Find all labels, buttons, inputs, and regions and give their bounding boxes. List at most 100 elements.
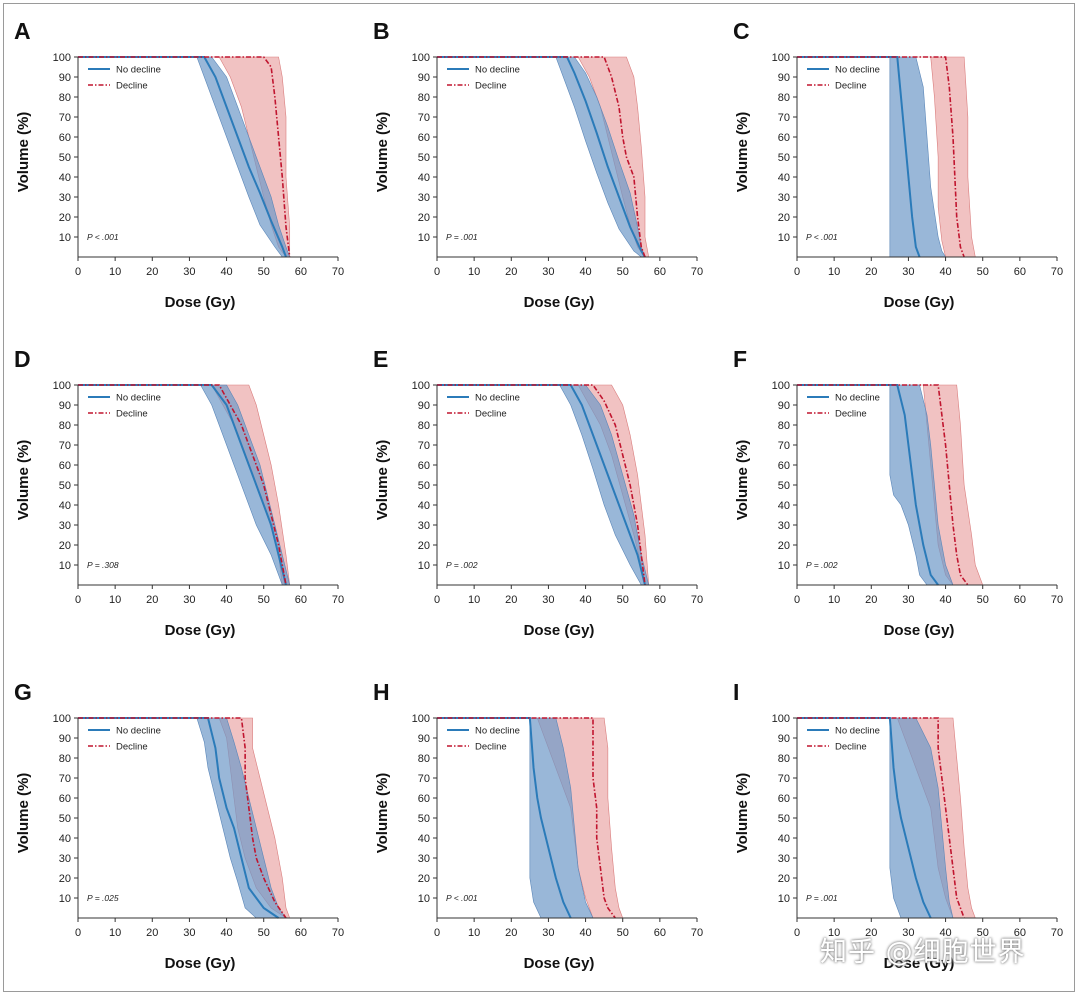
panel-c: C 10 20 30 40 50 60 70 80 90 100 0 10 20 30 40 50 60 70 Dos…: [733, 18, 1063, 311]
y-tick-label: 40: [418, 172, 430, 184]
y-tick-label: 30: [59, 192, 71, 204]
panel-letter: B: [373, 18, 390, 44]
x-tick-label: 70: [1051, 266, 1063, 278]
no-decline-median-line: [78, 56, 287, 258]
x-axis-title: Dose (Gy): [524, 294, 595, 311]
legend-label-no-decline: No decline: [835, 726, 880, 737]
y-tick-label: 100: [412, 380, 430, 392]
no-decline-band: [797, 717, 954, 919]
decline-median-line: [797, 384, 969, 586]
p-value-label: P = .308: [87, 560, 119, 570]
x-tick-label: 10: [828, 266, 840, 278]
y-tick-label: 90: [418, 400, 430, 412]
x-tick-label: 30: [542, 594, 554, 606]
y-tick-label: 70: [59, 773, 71, 785]
y-tick-label: 90: [418, 72, 430, 84]
no-decline-median-line: [437, 717, 572, 919]
x-tick-label: 10: [109, 266, 121, 278]
y-tick-label: 80: [418, 420, 430, 432]
no-decline-median-line: [797, 56, 921, 258]
x-tick-label: 30: [542, 927, 554, 939]
x-tick-label: 40: [220, 266, 232, 278]
no-decline-band: [797, 56, 947, 258]
p-value-label: P = .025: [87, 893, 119, 903]
x-tick-label: 10: [109, 594, 121, 606]
decline-median-line: [437, 717, 616, 919]
legend-label-no-decline: No decline: [116, 65, 161, 76]
y-tick-label: 70: [418, 440, 430, 452]
x-tick-label: 50: [617, 927, 629, 939]
x-tick-label: 50: [977, 594, 989, 606]
p-value-label: P < .001: [806, 232, 838, 242]
x-tick-label: 60: [1014, 266, 1026, 278]
y-tick-label: 90: [59, 72, 71, 84]
y-tick-label: 90: [418, 733, 430, 745]
p-value-label: P = .001: [806, 893, 838, 903]
p-value-label: P = .001: [446, 232, 478, 242]
y-tick-label: 30: [418, 520, 430, 532]
y-tick-label: 60: [778, 132, 790, 144]
y-tick-label: 40: [59, 833, 71, 845]
y-tick-label: 20: [778, 540, 790, 552]
y-tick-label: 50: [59, 152, 71, 164]
decline-median-line: [437, 384, 646, 586]
panel-letter: H: [373, 679, 390, 705]
x-tick-label: 0: [75, 266, 81, 278]
x-tick-label: 60: [295, 594, 307, 606]
x-tick-label: 10: [109, 927, 121, 939]
y-tick-label: 10: [59, 232, 71, 244]
y-tick-label: 30: [59, 520, 71, 532]
y-tick-label: 20: [59, 873, 71, 885]
legend-label-decline: Decline: [835, 409, 867, 420]
x-tick-label: 40: [579, 927, 591, 939]
legend-label-decline: Decline: [475, 81, 507, 92]
x-tick-label: 50: [258, 594, 270, 606]
y-tick-label: 30: [418, 853, 430, 865]
y-tick-label: 10: [59, 560, 71, 572]
y-axis-title: Volume (%): [15, 440, 32, 521]
y-tick-label: 40: [778, 172, 790, 184]
y-tick-label: 50: [778, 480, 790, 492]
y-tick-label: 70: [778, 112, 790, 124]
x-tick-label: 40: [939, 594, 951, 606]
y-tick-label: 100: [412, 52, 430, 64]
decline-median-line: [78, 717, 287, 919]
y-tick-label: 40: [59, 172, 71, 184]
y-tick-label: 20: [778, 212, 790, 224]
panel-letter: F: [733, 346, 747, 372]
x-tick-label: 40: [939, 927, 951, 939]
y-axis-title: Volume (%): [734, 773, 751, 854]
legend-label-no-decline: No decline: [116, 393, 161, 404]
x-tick-label: 0: [434, 266, 440, 278]
x-tick-label: 40: [579, 594, 591, 606]
y-tick-label: 50: [418, 480, 430, 492]
y-tick-label: 70: [778, 773, 790, 785]
panel-letter: A: [14, 18, 31, 44]
x-tick-label: 50: [977, 927, 989, 939]
x-tick-label: 0: [434, 594, 440, 606]
x-tick-label: 30: [542, 266, 554, 278]
y-tick-label: 100: [53, 380, 71, 392]
y-tick-label: 70: [418, 112, 430, 124]
y-tick-label: 80: [59, 92, 71, 104]
panel-d: D 10 20 30 40 50 60 70 80 90 100 0 10 20 30 40 50 60 70 Dos…: [14, 346, 344, 639]
y-tick-label: 50: [778, 813, 790, 825]
y-tick-label: 10: [59, 893, 71, 905]
x-tick-label: 20: [505, 927, 517, 939]
x-axis-title: Dose (Gy): [165, 294, 236, 311]
decline-median-line: [78, 384, 287, 586]
x-tick-label: 70: [332, 927, 344, 939]
no-decline-median-line: [437, 56, 646, 258]
x-tick-label: 70: [691, 594, 703, 606]
legend-label-decline: Decline: [835, 742, 867, 753]
x-tick-label: 70: [332, 594, 344, 606]
y-tick-label: 70: [418, 773, 430, 785]
x-tick-label: 20: [865, 266, 877, 278]
legend-label-no-decline: No decline: [475, 393, 520, 404]
p-value-label: P < .001: [87, 232, 119, 242]
x-axis-title: Dose (Gy): [524, 622, 595, 639]
y-tick-label: 50: [418, 813, 430, 825]
x-tick-label: 20: [505, 594, 517, 606]
y-tick-label: 100: [53, 52, 71, 64]
legend-label-decline: Decline: [475, 742, 507, 753]
